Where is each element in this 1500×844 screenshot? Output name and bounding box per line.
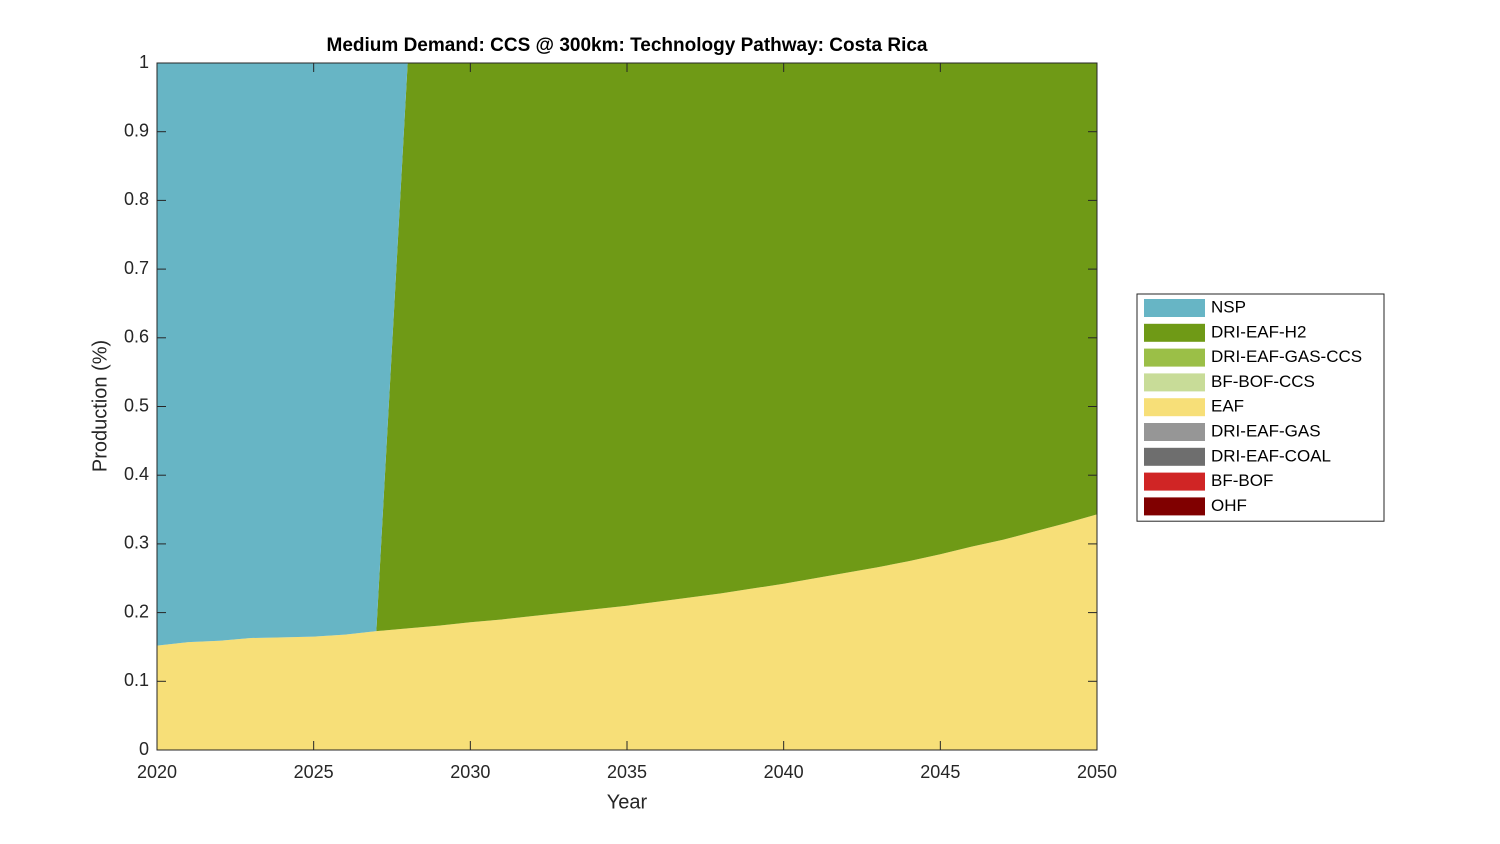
legend-swatch [1144,423,1205,441]
x-tick-label: 2025 [294,762,334,782]
legend-swatch [1144,497,1205,516]
y-tick-label: 0.6 [124,327,149,347]
legend-swatch [1144,299,1205,317]
legend-label: BF-BOF-CCS [1211,372,1315,391]
legend-label: DRI-EAF-GAS [1211,421,1321,440]
y-tick-label: 0.7 [124,258,149,278]
y-tick-label: 0.3 [124,533,149,553]
y-tick-label: 0.2 [124,601,149,621]
area [157,63,1097,646]
areas [157,63,1097,750]
legend-label: EAF [1211,397,1244,416]
legend-swatch [1144,348,1205,367]
x-tick-label: 2020 [137,762,177,782]
x-tick-label: 2035 [607,762,647,782]
x-tick-label: 2040 [764,762,804,782]
x-tick-label: 2030 [450,762,490,782]
x-tick-label: 2050 [1077,762,1117,782]
area [157,514,1097,750]
legend-swatch [1144,398,1205,417]
y-axis-label: Production (%) [89,340,111,472]
legend-swatch [1144,373,1205,392]
legend-label: OHF [1211,496,1247,515]
area [157,63,1097,646]
legend-label: BF-BOF [1211,471,1273,490]
y-tick-label: 0.5 [124,395,149,415]
legend-label: NSP [1211,297,1246,316]
x-tick-label: 2045 [920,762,960,782]
legend: NSP DRI-EAF-H2 DRI-EAF-GAS-CCS BF-BOF-CCS EA… [1136,293,1385,522]
y-tick-label: 0.1 [124,670,149,690]
legend-swatch [1144,323,1205,342]
legend-swatch [1144,447,1205,466]
legend-label: DRI-EAF-GAS-CCS [1211,347,1362,366]
y-tick-label: 0.9 [124,120,149,140]
legend-label: DRI-EAF-H2 [1211,322,1306,341]
y-tick-label: 0 [139,739,149,759]
y-tick-label: 0.4 [124,464,149,484]
legend-swatch [1144,472,1205,491]
chart-title: Medium Demand: CCS @ 300km: Technology P… [327,35,928,56]
y-tick-label: 0.8 [124,189,149,209]
axes: 2020 2025 2030 2035 2040 2045 2050 0 0.1 0.2 0.3 0.… [124,52,1117,782]
legend-label: DRI-EAF-COAL [1211,446,1331,465]
y-tick-label: 1 [139,52,149,72]
x-axis-label: Year [607,791,648,813]
